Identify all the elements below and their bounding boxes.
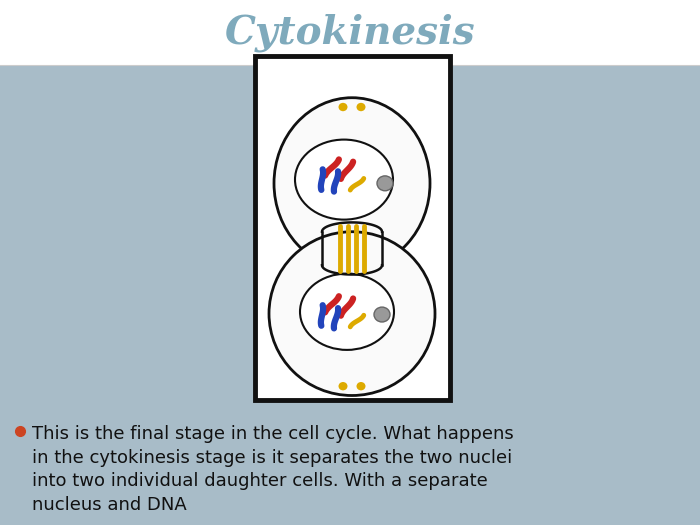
Ellipse shape — [274, 98, 430, 269]
Ellipse shape — [295, 140, 393, 219]
Circle shape — [339, 382, 347, 391]
Circle shape — [356, 103, 365, 111]
Text: Cytokinesis: Cytokinesis — [225, 13, 475, 52]
Circle shape — [356, 382, 365, 391]
Circle shape — [377, 176, 393, 191]
Ellipse shape — [269, 232, 435, 395]
Bar — [255, 56, 450, 400]
Text: This is the final stage in the cell cycle. What happens
in the cytokinesis stage: This is the final stage in the cell cycl… — [32, 425, 514, 514]
Bar — [0, 65, 700, 489]
Circle shape — [374, 307, 390, 322]
Bar — [0, 0, 700, 65]
Ellipse shape — [300, 274, 394, 350]
Circle shape — [339, 103, 347, 111]
